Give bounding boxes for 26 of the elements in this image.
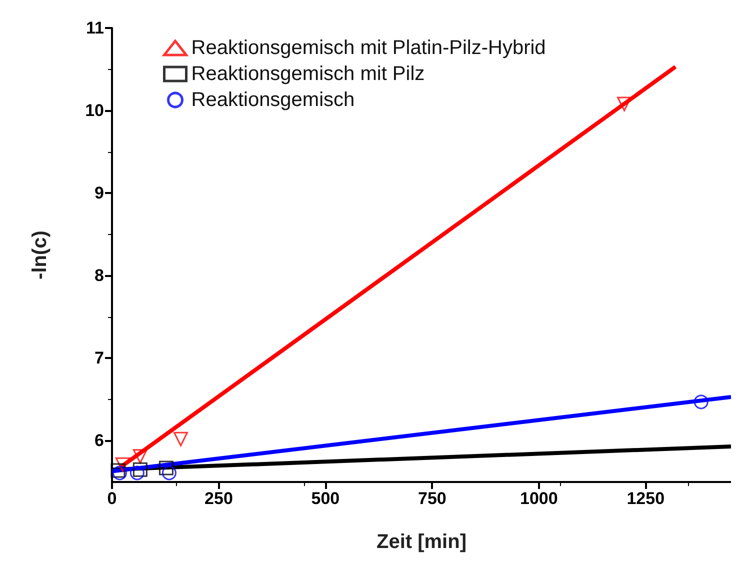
point bbox=[132, 449, 148, 464]
point bbox=[694, 394, 708, 410]
point bbox=[617, 96, 632, 112]
x-axis-title: Zeit [min] bbox=[376, 531, 466, 553]
x-tick-label: 1250 bbox=[626, 489, 665, 508]
point bbox=[162, 466, 176, 480]
point bbox=[130, 466, 144, 480]
legend-label: Reaktionsgemisch mit Platin-Pilz-Hybrid bbox=[191, 37, 546, 59]
point bbox=[158, 460, 174, 476]
point bbox=[115, 457, 130, 472]
y-tick-label: 11 bbox=[86, 18, 104, 38]
y-tick-label: 8 bbox=[94, 266, 104, 286]
x-tick-label: 500 bbox=[311, 489, 340, 508]
legend-label: Reaktionsgemisch mit Pilz bbox=[191, 63, 425, 85]
x-tick-label: 750 bbox=[418, 489, 446, 508]
y-tick-label: 7 bbox=[94, 348, 104, 368]
y-tick-label: 9 bbox=[94, 184, 104, 203]
x-tick-label: 250 bbox=[204, 489, 233, 508]
y-tick-label: 10 bbox=[85, 101, 104, 120]
y-tick-label: 6 bbox=[94, 431, 104, 450]
x-tick-label: 0 bbox=[107, 489, 117, 508]
x-tick-label: 1000 bbox=[520, 489, 558, 508]
point bbox=[132, 462, 148, 477]
y-axis-title: -ln(c) bbox=[29, 230, 51, 280]
legend-label: Reaktionsgemisch bbox=[191, 89, 355, 111]
point bbox=[173, 432, 188, 446]
